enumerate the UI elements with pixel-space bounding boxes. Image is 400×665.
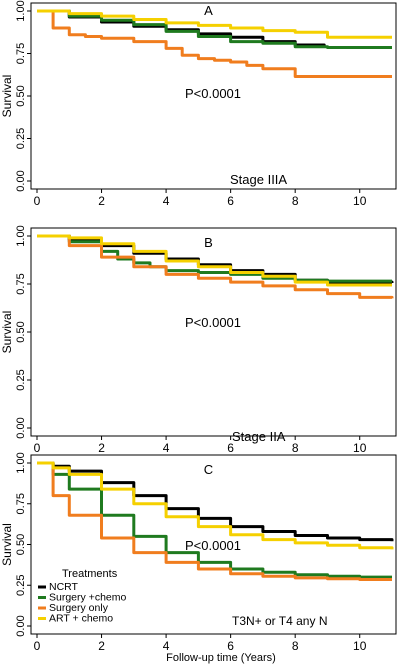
series-line-surgery-only	[37, 461, 392, 581]
chart-panel-b: 0.00 0.25 0.50 0.75 1.00 0 2 4 6 8 10 Survival B P<0.…	[0, 225, 397, 455]
series-line-surgery-only	[37, 9, 392, 78]
series-line-surgery-chemo	[37, 234, 392, 283]
series-line-art-chemo	[37, 9, 392, 39]
legend-title: Treatments	[62, 568, 118, 580]
stage-label: Stage IIIA	[230, 172, 287, 187]
legend-label: Surgery +chemo	[49, 592, 126, 604]
chart-panel-c: 0.00 0.25 0.50 0.75 1.00 0 2 4 6 8 10 Survival C P<0.…	[0, 452, 397, 664]
x-tick-label: 6	[227, 441, 234, 455]
x-axis-label: Follow-up time (Years)	[166, 652, 276, 664]
panel-letter: B	[204, 235, 213, 250]
x-tick-label: 6	[227, 194, 234, 208]
x-tick-label: 10	[353, 194, 367, 208]
y-axis-label: Survival	[0, 311, 14, 354]
series-line-surgery-chemo	[37, 9, 392, 49]
y-tick-label: 0.25	[15, 369, 27, 390]
y-tick-label: 0.75	[15, 493, 27, 514]
series-line-surgery-chemo	[37, 461, 392, 579]
plot-frame	[30, 227, 397, 437]
p-value-annotation: P<0.0001	[185, 538, 241, 553]
panel-letter: A	[204, 3, 213, 18]
x-tick-label: 8	[292, 639, 299, 653]
y-tick-label: 1.00	[15, 0, 27, 21]
y-tick-label: 1.00	[15, 225, 27, 246]
y-tick-label: 0.00	[15, 170, 27, 191]
x-tick-label: 0	[34, 194, 41, 208]
x-tick-label: 8	[292, 194, 299, 208]
panel-letter: C	[204, 462, 213, 477]
y-tick-label: 1.00	[15, 452, 27, 473]
legend-label: Surgery only	[49, 602, 109, 614]
series-line-art-chemo	[37, 234, 392, 287]
x-tick-label: 2	[98, 639, 105, 653]
x-tick-label: 0	[34, 639, 41, 653]
p-value-annotation: P<0.0001	[185, 315, 241, 330]
chart-panel-a: 0.00 0.25 0.50 0.75 1.00 0 2 4 6 8 10 Survival A P<0.…	[0, 0, 397, 208]
x-tick-label: 2	[98, 441, 105, 455]
x-tick-label: 10	[353, 639, 367, 653]
y-tick-label: 0.50	[15, 534, 27, 555]
x-tick-label: 10	[353, 441, 367, 455]
y-tick-label: 0.50	[15, 85, 27, 106]
x-tick-label: 4	[163, 441, 170, 455]
x-tick-label: 4	[163, 639, 170, 653]
y-tick-label: 0.50	[15, 321, 27, 342]
y-tick-label: 0.75	[15, 43, 27, 64]
y-axis-label: Survival	[0, 523, 14, 566]
legend-label: ART + chemo	[49, 613, 113, 625]
y-tick-label: 0.00	[15, 615, 27, 636]
y-tick-label: 0.25	[15, 128, 27, 149]
x-tick-label: 8	[292, 441, 299, 455]
series-line-surgery-only	[37, 234, 394, 299]
y-tick-label: 0.75	[15, 273, 27, 294]
stage-label: T3N+ or T4 any N	[232, 614, 327, 628]
y-axis-label: Survival	[0, 75, 14, 118]
stage-label: Stage IIA	[232, 429, 286, 444]
x-tick-label: 0	[34, 441, 41, 455]
x-tick-label: 4	[163, 194, 170, 208]
x-tick-label: 2	[98, 194, 105, 208]
p-value-annotation: P<0.0001	[185, 86, 241, 101]
series-line-art-chemo	[37, 461, 394, 550]
legend-label: NCRT	[49, 581, 79, 593]
y-tick-label: 0.00	[15, 417, 27, 438]
x-tick-label: 6	[227, 639, 234, 653]
y-tick-label: 0.25	[15, 575, 27, 596]
